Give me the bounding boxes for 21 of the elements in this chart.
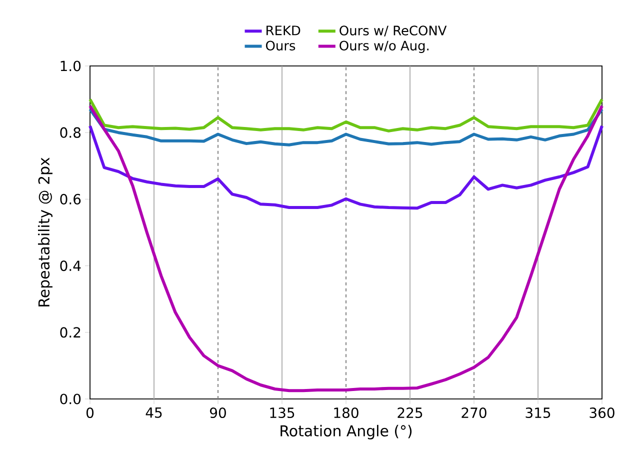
legend-label: REKD: [266, 26, 300, 36]
y-tick-label: 0.4: [60, 260, 81, 272]
legend-label: Ours: [266, 40, 296, 51]
x-tick-label: 45: [146, 408, 162, 418]
x-tick-label: 180: [334, 407, 358, 418]
y-tick-label: 1.0: [60, 60, 81, 72]
legend-label: Ours w/ ReCONV: [340, 26, 447, 36]
y-tick-label: 0.6: [60, 194, 81, 204]
y-tick-label: 0.0: [60, 394, 81, 404]
x-tick-label: 0: [86, 407, 94, 418]
y-axis-title: Repeatability @ 2px: [38, 158, 52, 306]
y-tick-label: 0.2: [60, 327, 80, 338]
x-tick-label: 225: [398, 407, 422, 418]
x-tick-label: 90: [210, 407, 226, 418]
x-tick-label: 270: [462, 407, 486, 418]
x-axis-title: Rotation Angle (°): [280, 424, 412, 440]
x-tick-label: 360: [590, 407, 614, 418]
legend-label: Ours w/o Aug.: [340, 40, 429, 54]
y-tick-label: 0.8: [60, 127, 81, 138]
x-tick-label: 135: [270, 407, 294, 418]
x-tick-label: 315: [526, 407, 550, 418]
